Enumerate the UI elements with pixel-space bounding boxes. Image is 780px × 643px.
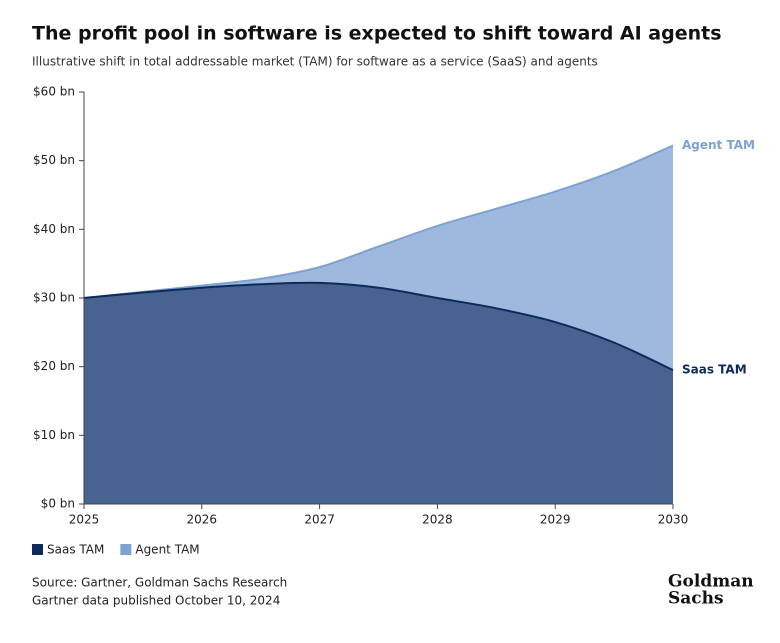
x-tick-label: 2029 xyxy=(540,513,571,527)
legend-label: Saas TAM xyxy=(47,543,104,557)
series-label: Saas TAM xyxy=(682,363,747,377)
x-tick-label: 2028 xyxy=(422,513,453,527)
source: Source: Gartner, Goldman Sachs Research xyxy=(32,576,287,590)
line xyxy=(83,281,674,372)
y-tick-label: $10 bn xyxy=(33,428,75,442)
logo: Goldman xyxy=(668,572,754,592)
source: Gartner data published October 10, 2024 xyxy=(32,594,280,608)
y-tick-label: $0 bn xyxy=(41,497,75,511)
line xyxy=(83,144,674,299)
area xyxy=(84,282,673,504)
x-tick-label: 2026 xyxy=(187,513,218,527)
legend-label: Agent TAM xyxy=(135,543,199,557)
x-tick-label: 2027 xyxy=(304,513,335,527)
y-tick-label: $40 bn xyxy=(33,222,75,236)
y-tick-label: $60 bn xyxy=(33,85,75,99)
y-tick-label: $50 bn xyxy=(33,153,75,167)
y-tick-label: $20 bn xyxy=(33,359,75,373)
logo: Sachs xyxy=(668,589,724,609)
chart-subtitle: Illustrative shift in total addressable … xyxy=(32,55,598,69)
y-tick-label: $30 bn xyxy=(33,291,75,305)
series-label: Agent TAM xyxy=(682,138,755,152)
x-tick-label: 2030 xyxy=(658,513,689,527)
chart-title: The profit pool in software is expected … xyxy=(32,23,722,45)
x-tick-label: 2025 xyxy=(69,513,100,527)
legend-swatch xyxy=(120,544,132,555)
legend-swatch xyxy=(32,544,43,555)
